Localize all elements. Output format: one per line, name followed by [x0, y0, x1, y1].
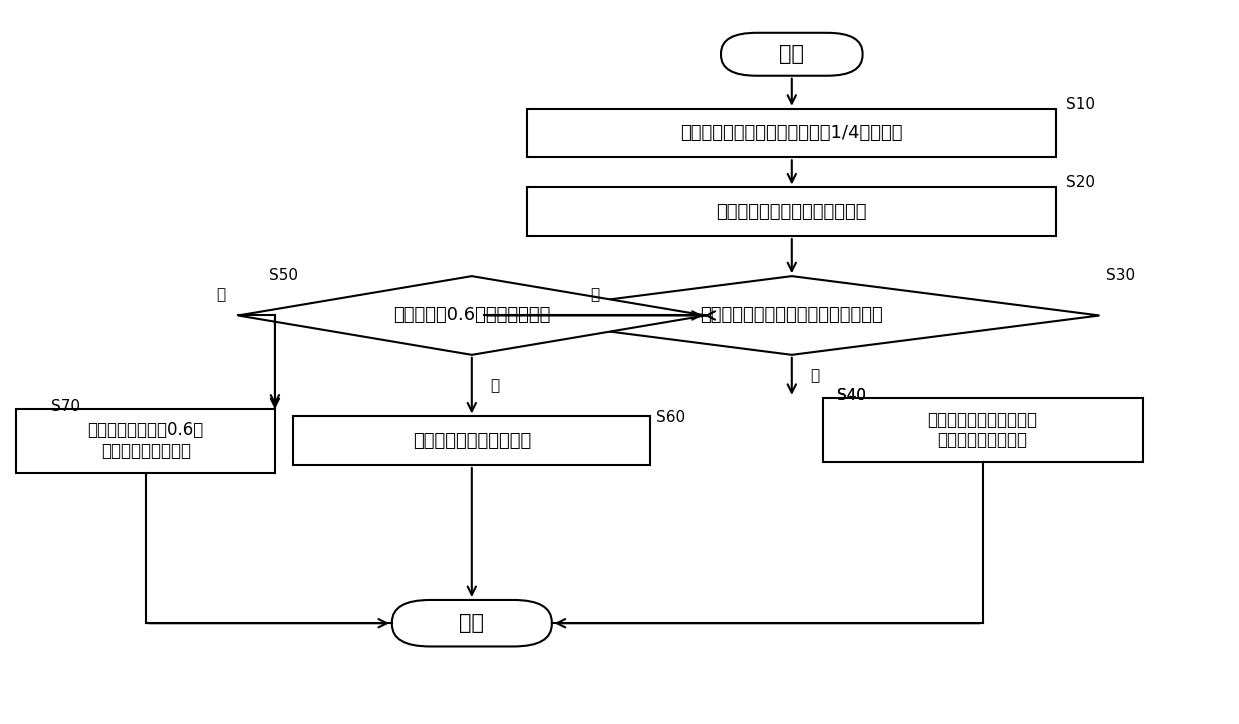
Text: 在铸坯中心固相率0.6以
后的位置增加压下辊: 在铸坯中心固相率0.6以 后的位置增加压下辊: [88, 421, 204, 460]
Bar: [528, 188, 1057, 236]
Text: 否: 否: [217, 287, 225, 303]
Text: S10: S10: [1067, 96, 1095, 111]
Text: S70: S70: [51, 398, 81, 413]
Text: S40: S40: [836, 388, 866, 403]
Text: 根据检测的单位质量的疏
松体积设定加热时间: 根据检测的单位质量的疏 松体积设定加热时间: [928, 411, 1037, 450]
Text: S60: S60: [657, 411, 685, 425]
Text: 检测铸坯中心区域的密度和铸坯1/4处的密度: 检测铸坯中心区域的密度和铸坯1/4处的密度: [680, 124, 903, 142]
Text: 中心固相率0.6以后存在压下辊: 中心固相率0.6以后存在压下辊: [393, 306, 550, 324]
Text: S40: S40: [836, 388, 866, 403]
Text: 开始: 开始: [779, 44, 804, 64]
Text: 是: 是: [491, 378, 499, 393]
Bar: [528, 109, 1057, 157]
FancyBboxPatch shape: [721, 33, 862, 76]
Bar: [823, 397, 1142, 462]
Text: 获得铸坯的单位质量的疏松体积: 获得铸坯的单位质量的疏松体积: [716, 203, 867, 221]
Text: S50: S50: [269, 269, 297, 283]
Text: 否: 否: [590, 287, 600, 303]
Text: 结束: 结束: [460, 613, 484, 634]
FancyBboxPatch shape: [392, 600, 551, 647]
Bar: [294, 416, 650, 465]
Text: 增加所述压下辊的压下量: 增加所述压下辊的压下量: [413, 432, 532, 450]
Text: 是: 是: [810, 368, 819, 383]
Text: 单位质量的疏松体积在第二设定范围内: 单位质量的疏松体积在第二设定范围内: [700, 306, 883, 324]
Polygon shape: [238, 276, 706, 355]
Text: S30: S30: [1105, 269, 1135, 283]
Polygon shape: [484, 276, 1099, 355]
Bar: [16, 408, 275, 473]
Text: S20: S20: [1067, 175, 1095, 190]
